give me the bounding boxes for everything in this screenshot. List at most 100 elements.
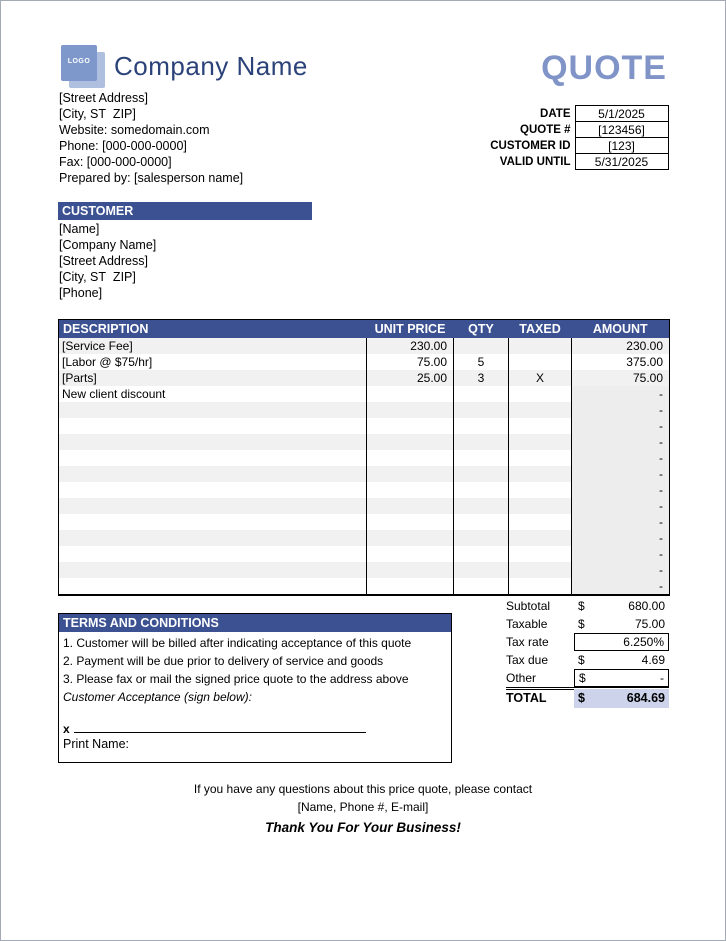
item-unit-price-cell[interactable] <box>366 449 454 466</box>
item-qty-cell[interactable] <box>453 481 509 498</box>
item-unit-price-cell[interactable] <box>366 385 454 402</box>
item-taxed-cell[interactable]: X <box>508 369 572 386</box>
item-unit-price-cell[interactable]: 25.00 <box>366 369 454 386</box>
item-taxed-cell[interactable] <box>508 401 572 418</box>
item-taxed-cell[interactable] <box>508 545 572 562</box>
item-taxed-cell[interactable] <box>508 353 572 370</box>
item-taxed-cell[interactable] <box>508 561 572 578</box>
item-unit-price-cell[interactable] <box>366 529 454 546</box>
item-row: - <box>59 545 670 562</box>
terms-item: 3. Please fax or mail the signed price q… <box>63 672 409 686</box>
item-description-cell[interactable]: [Parts] <box>58 369 367 386</box>
item-unit-price-cell[interactable] <box>366 433 454 450</box>
totals-label: TOTAL <box>506 691 547 705</box>
item-unit-price-cell[interactable] <box>366 417 454 434</box>
item-amount-cell: - <box>571 433 670 450</box>
item-amount-cell: - <box>571 561 670 578</box>
quote-meta-value[interactable]: [123456] <box>574 121 669 138</box>
item-qty-cell[interactable] <box>453 337 509 354</box>
item-unit-price-cell[interactable] <box>366 561 454 578</box>
item-qty-cell[interactable] <box>453 577 509 595</box>
item-taxed-cell[interactable] <box>508 465 572 482</box>
item-amount-cell: 230.00 <box>571 337 670 354</box>
item-amount-cell: - <box>571 529 670 546</box>
item-qty-cell[interactable] <box>453 513 509 530</box>
item-description-cell[interactable]: [Labor @ $75/hr] <box>62 354 153 369</box>
quote-meta-value[interactable]: 5/31/2025 <box>574 153 669 170</box>
quote-meta-row: QUOTE # [123456] <box>431 121 669 138</box>
item-unit-price-cell[interactable] <box>366 401 454 418</box>
item-description-cell[interactable] <box>59 578 367 595</box>
quote-meta-label: QUOTE # <box>520 123 571 136</box>
item-description-cell[interactable] <box>58 401 367 418</box>
print-name-label: Print Name: <box>63 737 129 751</box>
item-description-cell[interactable] <box>59 482 367 498</box>
item-qty-cell[interactable] <box>453 449 509 466</box>
totals-row-tax-due: Tax due $4.69 <box>506 651 669 669</box>
item-unit-price-cell[interactable] <box>366 513 454 530</box>
totals-value: 4.69 <box>641 653 665 667</box>
item-unit-price-cell[interactable] <box>366 481 454 498</box>
item-qty-cell[interactable] <box>453 561 509 578</box>
item-qty-cell[interactable] <box>453 417 509 434</box>
item-taxed-cell[interactable] <box>508 417 572 434</box>
totals-value-box: $684.69 <box>574 688 669 708</box>
quote-title: QUOTE <box>541 49 667 87</box>
quote-meta-value[interactable]: [123] <box>574 137 669 154</box>
item-row: - <box>58 401 670 418</box>
item-row: - <box>58 561 670 578</box>
totals-value-box[interactable]: $ - <box>574 669 669 687</box>
customer-section-header: CUSTOMER <box>58 202 312 220</box>
item-description-cell[interactable]: New client discount <box>62 386 166 401</box>
item-unit-price-cell[interactable]: 230.00 <box>366 337 454 354</box>
item-taxed-cell[interactable] <box>508 449 572 466</box>
terms-item: 1. Customer will be billed after indicat… <box>63 636 412 650</box>
item-description-cell[interactable] <box>59 514 367 530</box>
item-description-cell[interactable] <box>58 497 367 514</box>
item-qty-cell[interactable] <box>453 545 509 562</box>
company-info-line: Prepared by: [salesperson name] <box>59 171 244 185</box>
items-table: DESCRIPTION UNIT PRICE QTY TAXED AMOUNT … <box>58 319 670 596</box>
item-qty-cell[interactable]: 3 <box>453 369 509 386</box>
item-unit-price-cell[interactable] <box>366 497 454 514</box>
item-description-cell[interactable]: [Service Fee] <box>58 337 367 354</box>
totals-value: - <box>660 671 664 685</box>
quote-meta-value[interactable]: 5/1/2025 <box>574 105 669 122</box>
item-description-cell[interactable] <box>59 546 367 562</box>
item-taxed-cell[interactable] <box>508 577 572 595</box>
item-taxed-cell[interactable] <box>508 481 572 498</box>
item-amount-cell: - <box>571 417 670 434</box>
item-qty-cell[interactable] <box>453 385 509 402</box>
item-taxed-cell[interactable] <box>508 433 572 450</box>
item-qty-cell[interactable]: 5 <box>453 353 509 370</box>
item-qty-cell[interactable] <box>453 497 509 514</box>
item-unit-price-cell[interactable]: 75.00 <box>366 353 454 370</box>
item-description-cell[interactable] <box>58 561 367 578</box>
terms-section-header: TERMS AND CONDITIONS <box>59 614 451 632</box>
item-qty-cell[interactable] <box>453 401 509 418</box>
item-description-cell[interactable] <box>59 450 367 466</box>
item-row: New client discount - <box>59 385 670 402</box>
signature-rule <box>73 723 366 733</box>
item-amount-cell: - <box>571 513 670 530</box>
item-description-cell[interactable] <box>58 433 367 450</box>
item-amount-cell: - <box>571 481 670 498</box>
item-description-cell[interactable] <box>59 418 367 434</box>
totals-value-box[interactable]: 6.250% <box>574 633 669 651</box>
item-unit-price-cell[interactable] <box>366 577 454 595</box>
item-row: - <box>59 481 670 498</box>
item-unit-price-cell[interactable] <box>366 545 454 562</box>
item-unit-price-cell[interactable] <box>366 465 454 482</box>
item-qty-cell[interactable] <box>453 465 509 482</box>
customer-info-line: [City, ST ZIP] <box>59 270 136 284</box>
item-taxed-cell[interactable] <box>508 529 572 546</box>
item-qty-cell[interactable] <box>453 433 509 450</box>
item-taxed-cell[interactable] <box>508 337 572 354</box>
item-qty-cell[interactable] <box>453 529 509 546</box>
item-description-cell[interactable] <box>58 465 367 482</box>
item-taxed-cell[interactable] <box>508 513 572 530</box>
item-description-cell[interactable] <box>58 529 367 546</box>
col-header-description: DESCRIPTION <box>58 319 367 338</box>
item-taxed-cell[interactable] <box>508 497 572 514</box>
item-taxed-cell[interactable] <box>508 385 572 402</box>
